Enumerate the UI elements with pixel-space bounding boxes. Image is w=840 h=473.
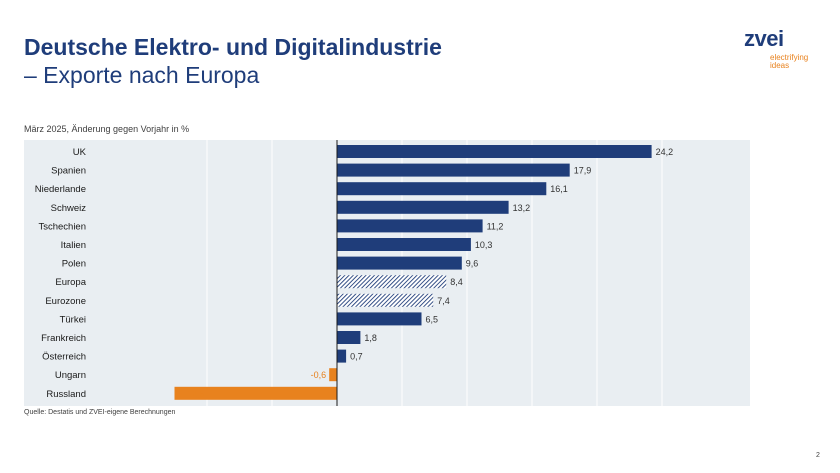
value-label-eurozone: 7,4 <box>437 296 450 306</box>
category-label-uk: UK <box>73 147 87 158</box>
value-label-russland: -12,5 <box>184 389 205 399</box>
value-label-spanien: 17,9 <box>574 166 592 176</box>
value-label-schweiz: 13,2 <box>513 203 531 213</box>
chart-title: März 2025, Änderung gegen Vorjahr in % <box>24 124 190 134</box>
category-label-eurozone: Eurozone <box>45 296 86 307</box>
category-label-tschechien: Tschechien <box>38 221 86 232</box>
category-label-ungarn: Ungarn <box>55 370 86 381</box>
value-label-oesterreich: 0,7 <box>350 352 363 362</box>
bar-europa <box>337 275 447 289</box>
value-label-niederlande: 16,1 <box>550 184 568 194</box>
page-title: Deutsche Elektro- und Digitalindustrie <box>24 34 442 60</box>
category-label-frankreich: Frankreich <box>41 333 86 344</box>
category-label-oesterreich: Österreich <box>42 352 86 363</box>
bar-tschechien <box>337 219 483 233</box>
bar-oesterreich <box>337 349 347 363</box>
bar-schweiz <box>337 200 509 214</box>
bar-eurozone <box>337 293 434 307</box>
logo-tagline-1: electrifying <box>770 53 809 62</box>
bar-polen <box>337 256 462 270</box>
bars-group: UK 24,2 Spanien 17,9 Niederlande 16,1 Schweiz 1… <box>35 145 673 400</box>
bar-niederlande <box>337 182 547 196</box>
logo-word: zvei <box>744 26 784 51</box>
category-label-schweiz: Schweiz <box>51 203 87 214</box>
value-label-italien: 10,3 <box>475 240 493 250</box>
category-label-russland: Russland <box>46 389 86 400</box>
page-number: 2 <box>816 452 820 459</box>
category-label-niederlande: Niederlande <box>35 184 86 195</box>
chart-panel <box>24 140 750 406</box>
value-label-ungarn: -0,6 <box>311 370 327 380</box>
category-label-europa: Europa <box>55 277 86 288</box>
category-label-spanien: Spanien <box>51 166 86 177</box>
bar-ungarn <box>329 368 337 382</box>
category-label-tuerkei: Türkei <box>60 314 86 325</box>
value-label-tschechien: 11,2 <box>487 221 504 231</box>
value-label-frankreich: 1,8 <box>364 333 377 343</box>
value-label-polen: 9,6 <box>466 259 479 269</box>
bar-italien <box>337 238 471 251</box>
value-label-europa: 8,4 <box>450 277 463 287</box>
zvei-logo: zvei electrifying ideas <box>744 28 824 70</box>
bar-spanien <box>337 163 570 177</box>
value-label-tuerkei: 6,5 <box>426 314 439 324</box>
page-subtitle: – Exporte nach Europa <box>24 62 260 88</box>
logo-tagline-2: ideas <box>770 61 790 70</box>
category-label-italien: Italien <box>61 240 86 251</box>
value-label-uk: 24,2 <box>656 147 674 157</box>
bar-russland <box>174 386 337 400</box>
source-note: Quelle: Destatis und ZVEI-eigene Berechn… <box>24 409 176 416</box>
bar-tuerkei <box>337 312 422 326</box>
bar-frankreich <box>337 331 361 344</box>
bar-uk <box>337 145 652 158</box>
category-label-polen: Polen <box>62 259 86 270</box>
